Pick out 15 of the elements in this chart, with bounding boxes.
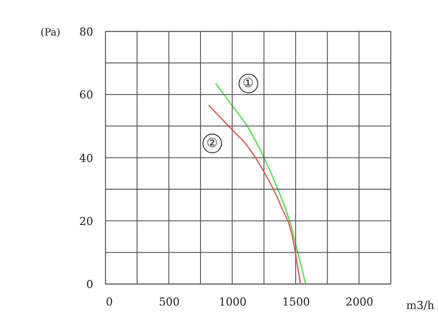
x-axis-title: m3/h (406, 298, 434, 312)
y-tick-label: 20 (79, 214, 94, 228)
y-tick-label: 40 (79, 152, 94, 165)
y-tick-label: 60 (79, 88, 94, 102)
y-tick-label: 80 (79, 25, 94, 38)
x-tick-label: 1000 (218, 295, 247, 308)
y-axis-title: (Pa) (40, 27, 61, 38)
series-label: ① (242, 75, 254, 90)
x-tick-label: 500 (158, 295, 180, 308)
line-series (208, 104, 301, 285)
x-tick-label: 0 (106, 295, 113, 308)
y-tick-label: 0 (86, 278, 94, 292)
series-label: ② (206, 135, 218, 150)
x-tick-label: 1500 (282, 295, 310, 308)
x-tick-label: 2000 (346, 295, 374, 308)
